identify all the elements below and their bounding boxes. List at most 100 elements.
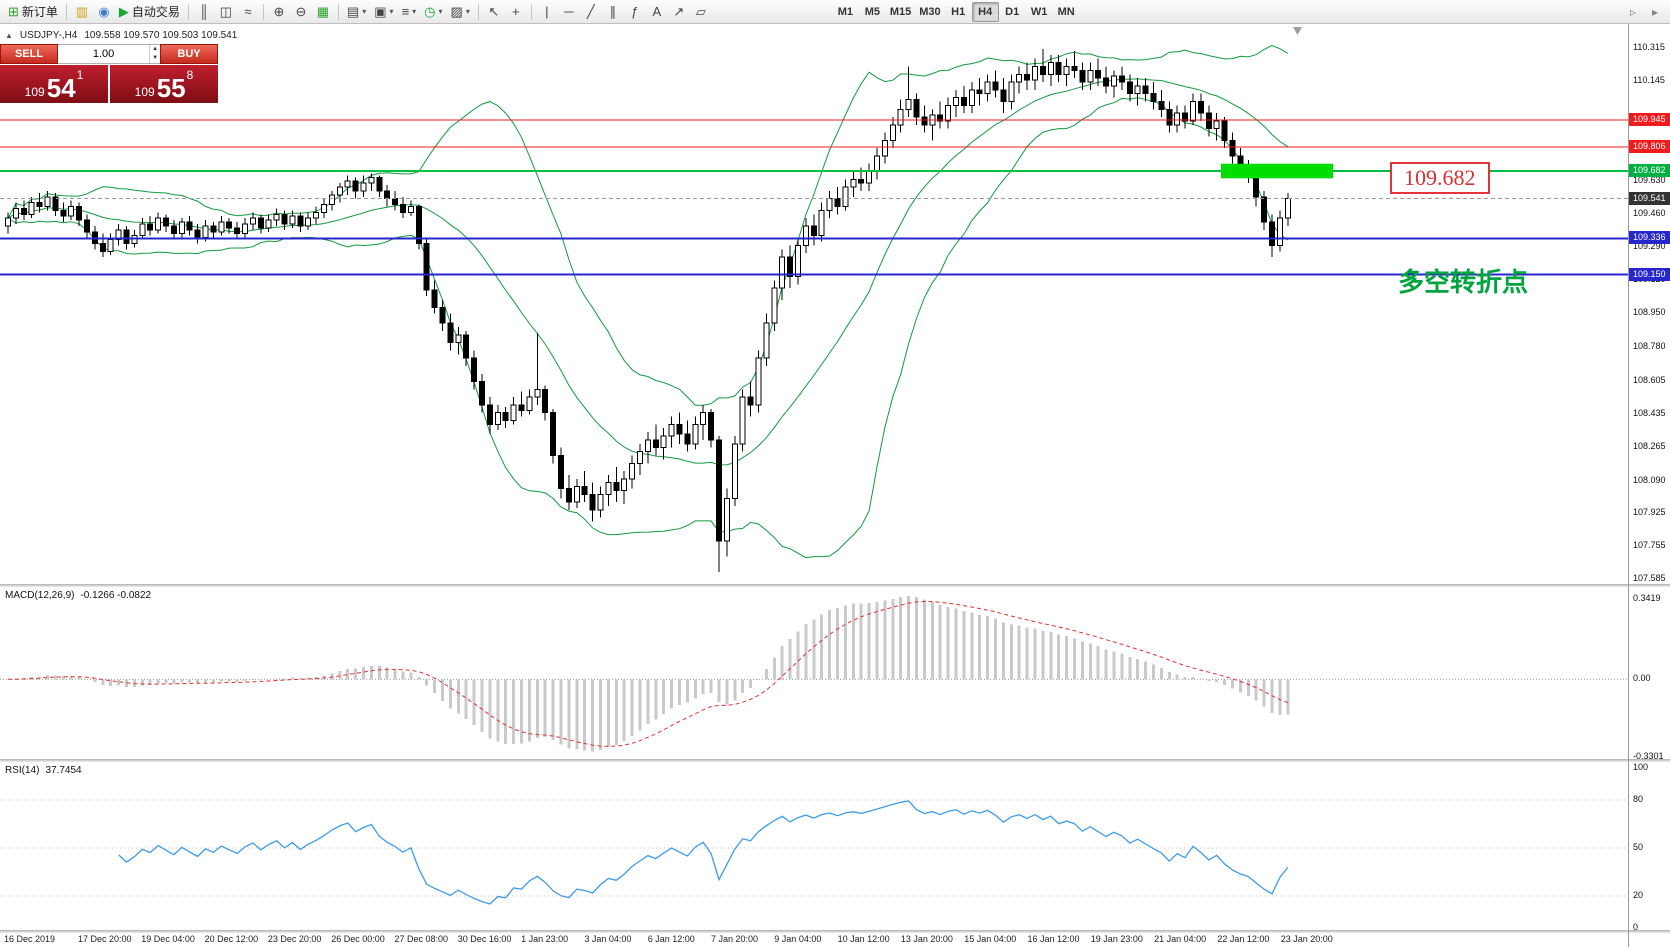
sell-price-button[interactable]: 109 54 1	[0, 65, 108, 103]
sell-button[interactable]: SELL	[0, 44, 58, 64]
autotrading-button[interactable]: ▶ 自动交易	[115, 2, 184, 22]
main-price-chart[interactable]	[0, 24, 1628, 584]
crosshair-button[interactable]: +	[505, 2, 527, 22]
candle-body	[518, 404, 525, 412]
timeframe-mn-button[interactable]: MN	[1057, 5, 1075, 18]
templates-button[interactable]: ▨ ▾	[447, 2, 474, 22]
candle-body	[494, 412, 501, 425]
auto-scroll-button[interactable]: ▸	[1651, 4, 1659, 19]
candle-body	[953, 97, 959, 106]
text-button[interactable]: A	[646, 2, 668, 22]
candle-body	[502, 412, 509, 421]
periods-button[interactable]: ◷ ▾	[420, 2, 446, 22]
market-watch-button[interactable]: ◉	[93, 2, 115, 22]
price-axis-divider	[1628, 24, 1629, 947]
timeframe-d1-button[interactable]: D1	[1005, 5, 1020, 18]
annotation-note-text[interactable]: 多空转折点	[1398, 267, 1529, 297]
time-axis-label: 20 Dec 12:00	[204, 934, 259, 944]
trade-panel-price-row: 109 54 1 109 55 8	[0, 65, 218, 103]
candle-body	[1000, 89, 1007, 102]
volume-up-icon[interactable]: ▲	[152, 46, 159, 52]
candle-body	[5, 217, 11, 227]
candle-body	[1253, 174, 1260, 198]
tile-windows-icon: ▦	[316, 4, 330, 19]
chart-window-button[interactable]: ▥	[71, 2, 93, 22]
candle-body	[178, 221, 185, 235]
new-chart-button[interactable]: ▤ ▾	[343, 2, 370, 22]
candle-body	[352, 180, 359, 192]
zoom-in-button[interactable]: ⊕	[268, 2, 290, 22]
candle-body	[1063, 65, 1070, 75]
time-axis[interactable]: 16 Dec 2019 17 Dec 20:00 19 Dec 04:00 20 De…	[0, 932, 1628, 947]
candle-body	[708, 412, 715, 441]
volume-stepper[interactable]: ▲ ▼	[149, 45, 160, 63]
arrow-button[interactable]: ↗	[668, 2, 690, 22]
pane-separator[interactable]	[0, 584, 1670, 587]
candle-body	[621, 478, 628, 491]
macd-indicator-pane[interactable]	[0, 587, 1628, 759]
fibonacci-button[interactable]: ƒ	[624, 2, 646, 22]
candle-body	[384, 190, 391, 200]
candle-body	[573, 486, 580, 503]
highlight-rectangle[interactable]	[1221, 163, 1333, 179]
candle-body	[226, 221, 233, 229]
candles-type-button[interactable]: ◫	[215, 2, 237, 22]
timeframe-h4-button[interactable]: H4	[971, 1, 999, 22]
timeframe-m15-button[interactable]: M15	[889, 5, 912, 18]
candle-body	[147, 223, 154, 231]
timeframe-h1-button[interactable]: H1	[951, 5, 966, 18]
timeframe-m30-button[interactable]: M30	[919, 5, 941, 18]
chart-shift-marker[interactable]	[1293, 27, 1302, 35]
candle-body	[937, 114, 944, 122]
indicators-button[interactable]: ≡ ▾	[398, 2, 421, 22]
candle-body	[597, 493, 604, 511]
new-order-button[interactable]: ⊞ 新订单	[4, 2, 62, 22]
zoom-in-icon: ⊕	[273, 4, 285, 19]
bollinger-middle-band	[7, 78, 1289, 466]
volume-input[interactable]	[58, 45, 150, 63]
candle-body	[1008, 81, 1015, 102]
candle-body	[28, 202, 35, 215]
vertical-line-button[interactable]: |	[536, 2, 558, 22]
profiles-caret-icon: ▾	[389, 7, 394, 16]
timeframe-w1-button[interactable]: W1	[1030, 5, 1048, 18]
profiles-button[interactable]: ▣ ▾	[370, 2, 397, 22]
buy-button[interactable]: BUY	[160, 44, 218, 64]
candle-body	[668, 423, 675, 437]
periods-caret-icon: ▾	[438, 7, 443, 16]
candle-body	[921, 116, 928, 126]
candle-body	[368, 176, 375, 184]
candle-body	[455, 334, 462, 344]
candle-body	[1047, 62, 1054, 75]
channel-button[interactable]: ∥	[602, 2, 624, 22]
buy-price-button[interactable]: 109 55 8	[110, 65, 218, 103]
rsi-line	[118, 800, 1289, 905]
timeframe-m1-button[interactable]: M1	[837, 5, 853, 18]
candle-body	[960, 97, 967, 106]
rsi-indicator-pane[interactable]	[0, 762, 1628, 930]
horizontal-line-button[interactable]: ─	[558, 2, 580, 22]
line-type-button[interactable]: ≈	[237, 2, 259, 22]
cursor-button[interactable]: ↖	[483, 2, 505, 22]
tile-windows-button[interactable]: ▦	[312, 2, 334, 22]
candle-body	[257, 217, 264, 229]
candle-body	[376, 176, 383, 192]
candle-body	[716, 439, 722, 542]
trendline-button[interactable]: ╱	[580, 2, 602, 22]
macd-signal-line	[7, 600, 1288, 747]
chart-shift-button[interactable]: ▹	[1629, 4, 1637, 19]
pane-separator[interactable]	[0, 759, 1670, 762]
zoom-out-button[interactable]: ⊖	[290, 2, 312, 22]
price-tag: 109.150	[1629, 267, 1670, 281]
shapes-button[interactable]: ▱	[690, 2, 712, 22]
time-axis-label: 13 Jan 20:00	[900, 934, 953, 944]
chart-area[interactable]: ▲ USDJPY-,H4 109.558 109.570 109.503 109…	[0, 24, 1670, 947]
volume-down-icon[interactable]: ▼	[152, 55, 159, 61]
candle-body	[202, 225, 209, 239]
price-callout-label[interactable]: 109.682	[1390, 162, 1490, 194]
bars-type-button[interactable]: ║	[193, 2, 215, 22]
rsi-value: 37.7454	[45, 765, 82, 776]
price-axis-label: 109.290	[1633, 241, 1666, 252]
timeframe-m5-button[interactable]: M5	[864, 5, 880, 18]
price-axis[interactable]: 110.315 110.145 109.630 109.460 109.290 109.1…	[1629, 24, 1670, 947]
